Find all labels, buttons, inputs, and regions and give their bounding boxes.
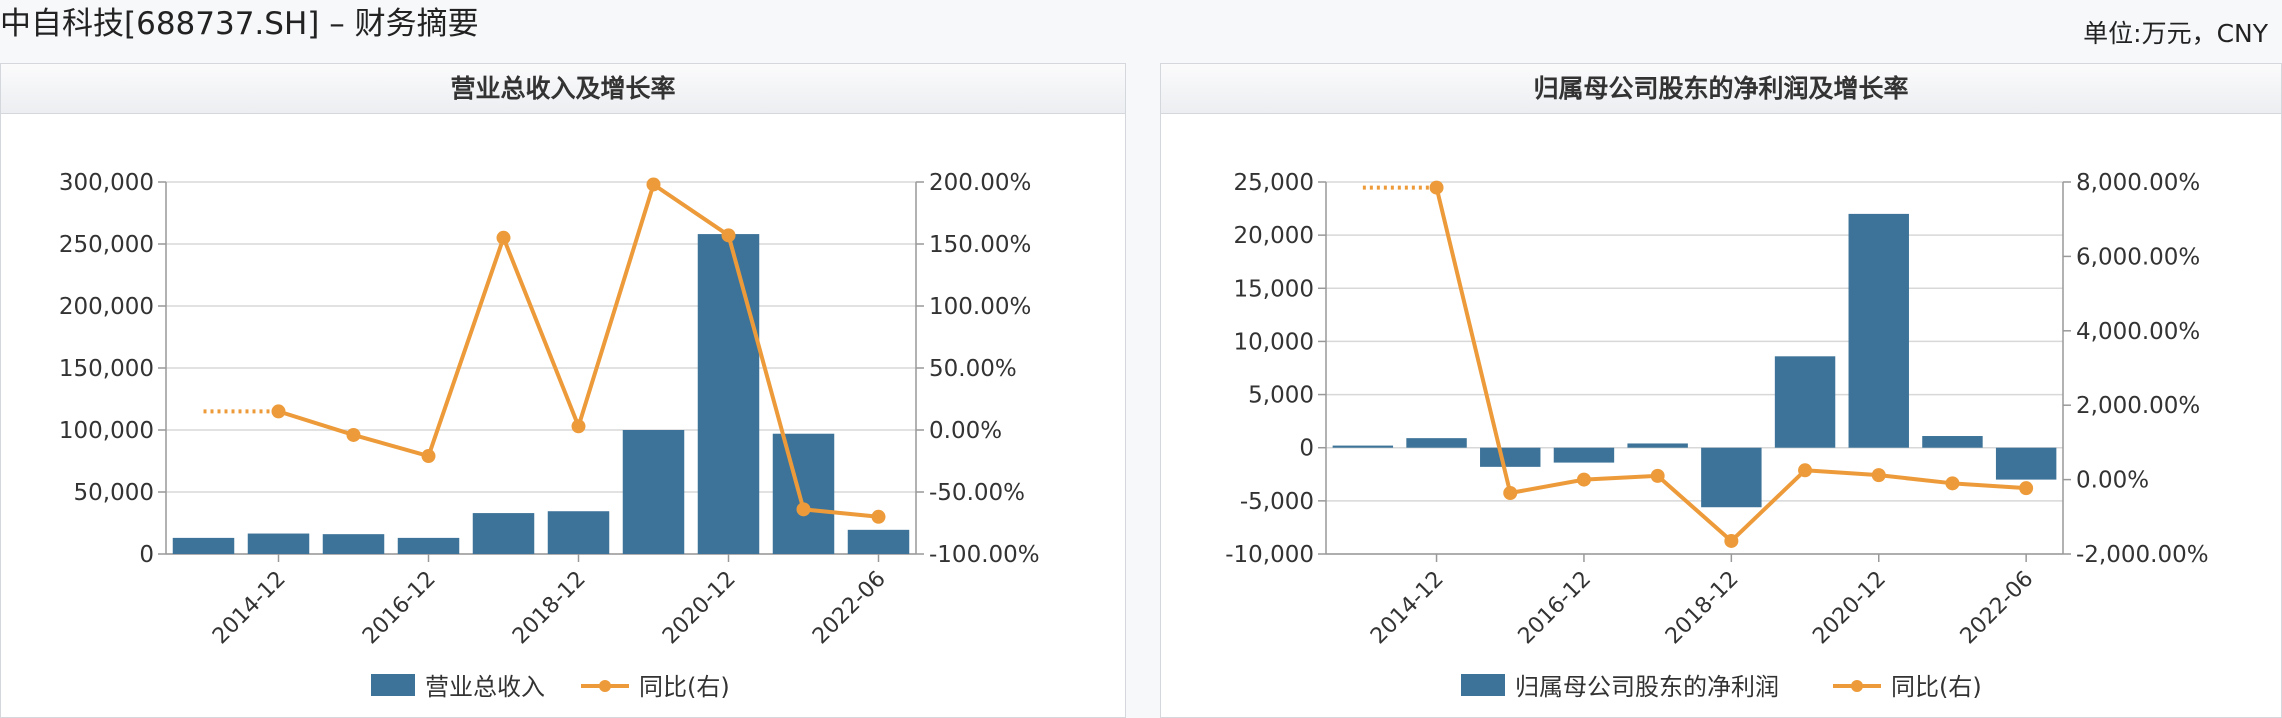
growth-point-2017-12 <box>1650 468 1665 483</box>
growth-point-2015-12 <box>1503 485 1518 500</box>
bar-2013-12 <box>172 537 235 554</box>
y-right-tick-label: 0.00% <box>2076 468 2149 494</box>
y-right-tick-label: 2,000.00% <box>2076 393 2200 419</box>
y-right-tick-label: 0.00% <box>929 418 1002 444</box>
legend-label-line: 同比(右) <box>639 673 730 701</box>
legend-swatch-bar <box>1461 674 1505 696</box>
growth-point-2014-12 <box>271 404 286 419</box>
bar-2014-12 <box>1406 438 1467 448</box>
x-tick-label: 2016-12 <box>1514 567 1597 650</box>
y-right-tick-label: -100.00% <box>929 542 1040 568</box>
growth-point-2017-12 <box>496 230 511 245</box>
y-right-tick-label: 4,000.00% <box>2076 319 2200 345</box>
bar-2022-06 <box>1995 447 2057 480</box>
y-left-tick-label: 15,000 <box>1234 276 1314 302</box>
bar-2017-12 <box>1627 443 1688 448</box>
y-left-tick-label: 100,000 <box>59 418 154 444</box>
x-tick-label: 2022-06 <box>1956 567 2039 650</box>
net-profit-chart-panel: 归属母公司股东的净利润及增长率 -10,000 -5,000 0 5,000 10,00… <box>1160 63 2282 718</box>
legend-swatch-point <box>599 680 611 692</box>
legend-swatch-point <box>1851 680 1863 692</box>
bar-2018-12 <box>547 511 610 554</box>
bar-2016-12 <box>1553 447 1615 463</box>
bar-2015-12 <box>1480 447 1541 467</box>
x-tick-label: 2014-12 <box>1366 567 1449 650</box>
bar-2015-12 <box>322 534 385 554</box>
net-profit-chart-title: 归属母公司股东的净利润及增长率 <box>1161 64 2281 114</box>
bar-2020-12 <box>1848 213 1909 448</box>
y-left-tick-label: 150,000 <box>59 356 154 382</box>
revenue-chart-title: 营业总收入及增长率 <box>1 64 1125 114</box>
y-left-tick-label: -5,000 <box>1240 489 1314 515</box>
growth-point-2014-12 <box>1429 180 1444 195</box>
growth-point-2018-12 <box>1724 533 1739 548</box>
x-tick-label: 2020-12 <box>1808 567 1891 650</box>
x-tick-label: 2018-12 <box>508 567 591 650</box>
x-tick-label: 2020-12 <box>658 567 741 650</box>
bar-2020-12 <box>697 234 760 554</box>
legend-swatch-bar <box>371 674 415 696</box>
y-left-tick-label: -10,000 <box>1225 542 1314 568</box>
bar-2018-12 <box>1701 447 1762 508</box>
bar-2019-12 <box>622 430 685 554</box>
revenue-chart-panel: 营业总收入及增长率 0 50,000 100,000 150,000 200,000 25… <box>0 63 1126 718</box>
bar-2017-12 <box>472 513 535 554</box>
growth-point-2022-06 <box>871 509 886 524</box>
unit-label: 单位:万元，CNY <box>2083 19 2268 48</box>
y-left-tick-label: 250,000 <box>59 232 154 258</box>
growth-point-2021-12 <box>796 502 811 517</box>
growth-point-2022-06 <box>2019 481 2034 496</box>
y-right-tick-label: 50.00% <box>929 356 1017 382</box>
y-left-tick-label: 25,000 <box>1234 170 1314 196</box>
legend-label-bar: 营业总收入 <box>425 673 545 701</box>
y-right-tick-label: 8,000.00% <box>2076 170 2200 196</box>
legend-label-line: 同比(右) <box>1891 673 1982 701</box>
bar-2013-12 <box>1332 445 1394 448</box>
growth-point-2018-12 <box>571 419 586 434</box>
y-right-tick-label: -2,000.00% <box>2076 542 2209 568</box>
growth-point-2016-12 <box>1576 472 1591 487</box>
bar-2022-06 <box>847 529 910 554</box>
growth-point-2015-12 <box>346 427 361 442</box>
bar-2021-12 <box>772 433 835 554</box>
growth-point-2019-12 <box>646 177 661 192</box>
y-right-tick-label: 100.00% <box>929 294 1031 320</box>
growth-point-2020-12 <box>721 228 736 243</box>
x-tick-label: 2022-06 <box>808 567 891 650</box>
x-tick-label: 2014-12 <box>208 567 291 650</box>
bar-2014-12 <box>247 533 310 554</box>
y-left-tick-label: 5,000 <box>1248 383 1314 409</box>
y-left-tick-label: 0 <box>1299 436 1314 462</box>
legend-label-bar: 归属母公司股东的净利润 <box>1515 673 1779 701</box>
y-right-tick-label: 6,000.00% <box>2076 244 2200 270</box>
bar-2016-12 <box>397 537 460 554</box>
revenue-chart: 0 50,000 100,000 150,000 200,000 250,000 300,0… <box>59 170 1040 701</box>
gridlines <box>1318 181 2063 555</box>
growth-point-2019-12 <box>1798 463 1813 478</box>
growth-point-2020-12 <box>1871 468 1886 483</box>
y-left-tick-label: 20,000 <box>1234 223 1314 249</box>
y-left-tick-label: 200,000 <box>59 294 154 320</box>
y-right-tick-label: -50.00% <box>929 480 1025 506</box>
bar-2019-12 <box>1774 356 1836 448</box>
y-right-tick-label: 200.00% <box>929 170 1031 196</box>
y-left-tick-label: 10,000 <box>1234 329 1314 355</box>
y-left-tick-label: 0 <box>139 542 154 568</box>
page-title: 中自科技[688737.SH] – 财务摘要 <box>0 6 479 42</box>
bar-2021-12 <box>1922 436 1983 448</box>
y-left-tick-label: 300,000 <box>59 170 154 196</box>
y-right-tick-label: 150.00% <box>929 232 1031 258</box>
y-left-tick-label: 50,000 <box>74 480 154 506</box>
x-tick-label: 2016-12 <box>358 567 441 650</box>
net-profit-chart: -10,000 -5,000 0 5,000 10,000 15,000 20,000 25,… <box>1225 170 2209 701</box>
x-tick-label: 2018-12 <box>1661 567 1744 650</box>
growth-point-2021-12 <box>1945 476 1960 491</box>
growth-point-2016-12 <box>421 449 436 464</box>
